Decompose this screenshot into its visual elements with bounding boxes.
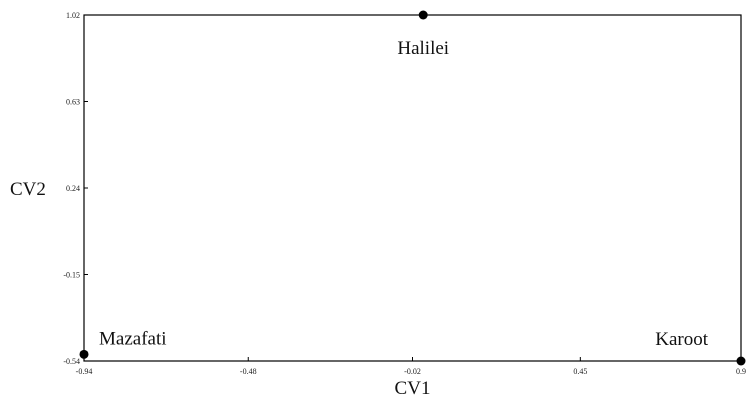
data-point-mazafati: [79, 349, 89, 359]
point-label-mazafati: Mazafati: [99, 328, 167, 349]
y-tick-label: 0.24: [66, 184, 80, 193]
y-tick-label: 0.63: [66, 98, 80, 107]
point-label-karoot: Karoot: [655, 329, 708, 350]
y-tick-label: -0.15: [63, 271, 80, 280]
y-tick-label: -0.54: [63, 357, 80, 366]
x-tick-label: -0.94: [76, 367, 93, 376]
x-tick-label: -0.48: [240, 367, 257, 376]
x-axis-title: CV1: [395, 378, 431, 399]
data-point-halilei: [418, 10, 428, 20]
x-axis-ticks: -0.94 -0.48 -0.02 0.45 0.9: [76, 357, 746, 376]
x-tick-label: -0.02: [404, 367, 421, 376]
x-tick-label: 0.45: [573, 367, 587, 376]
data-point-karoot: [736, 356, 746, 366]
y-axis-title: CV2: [10, 179, 46, 200]
point-label-halilei: Halilei: [397, 38, 449, 59]
y-tick-label: 1.02: [66, 11, 80, 20]
x-tick-label: 0.9: [736, 367, 746, 376]
y-axis-ticks: 1.02 0.63 0.24 -0.15 -0.54: [63, 11, 88, 366]
data-points: Halilei Mazafati Karoot: [79, 10, 746, 366]
plot-area-frame: [83, 14, 742, 362]
